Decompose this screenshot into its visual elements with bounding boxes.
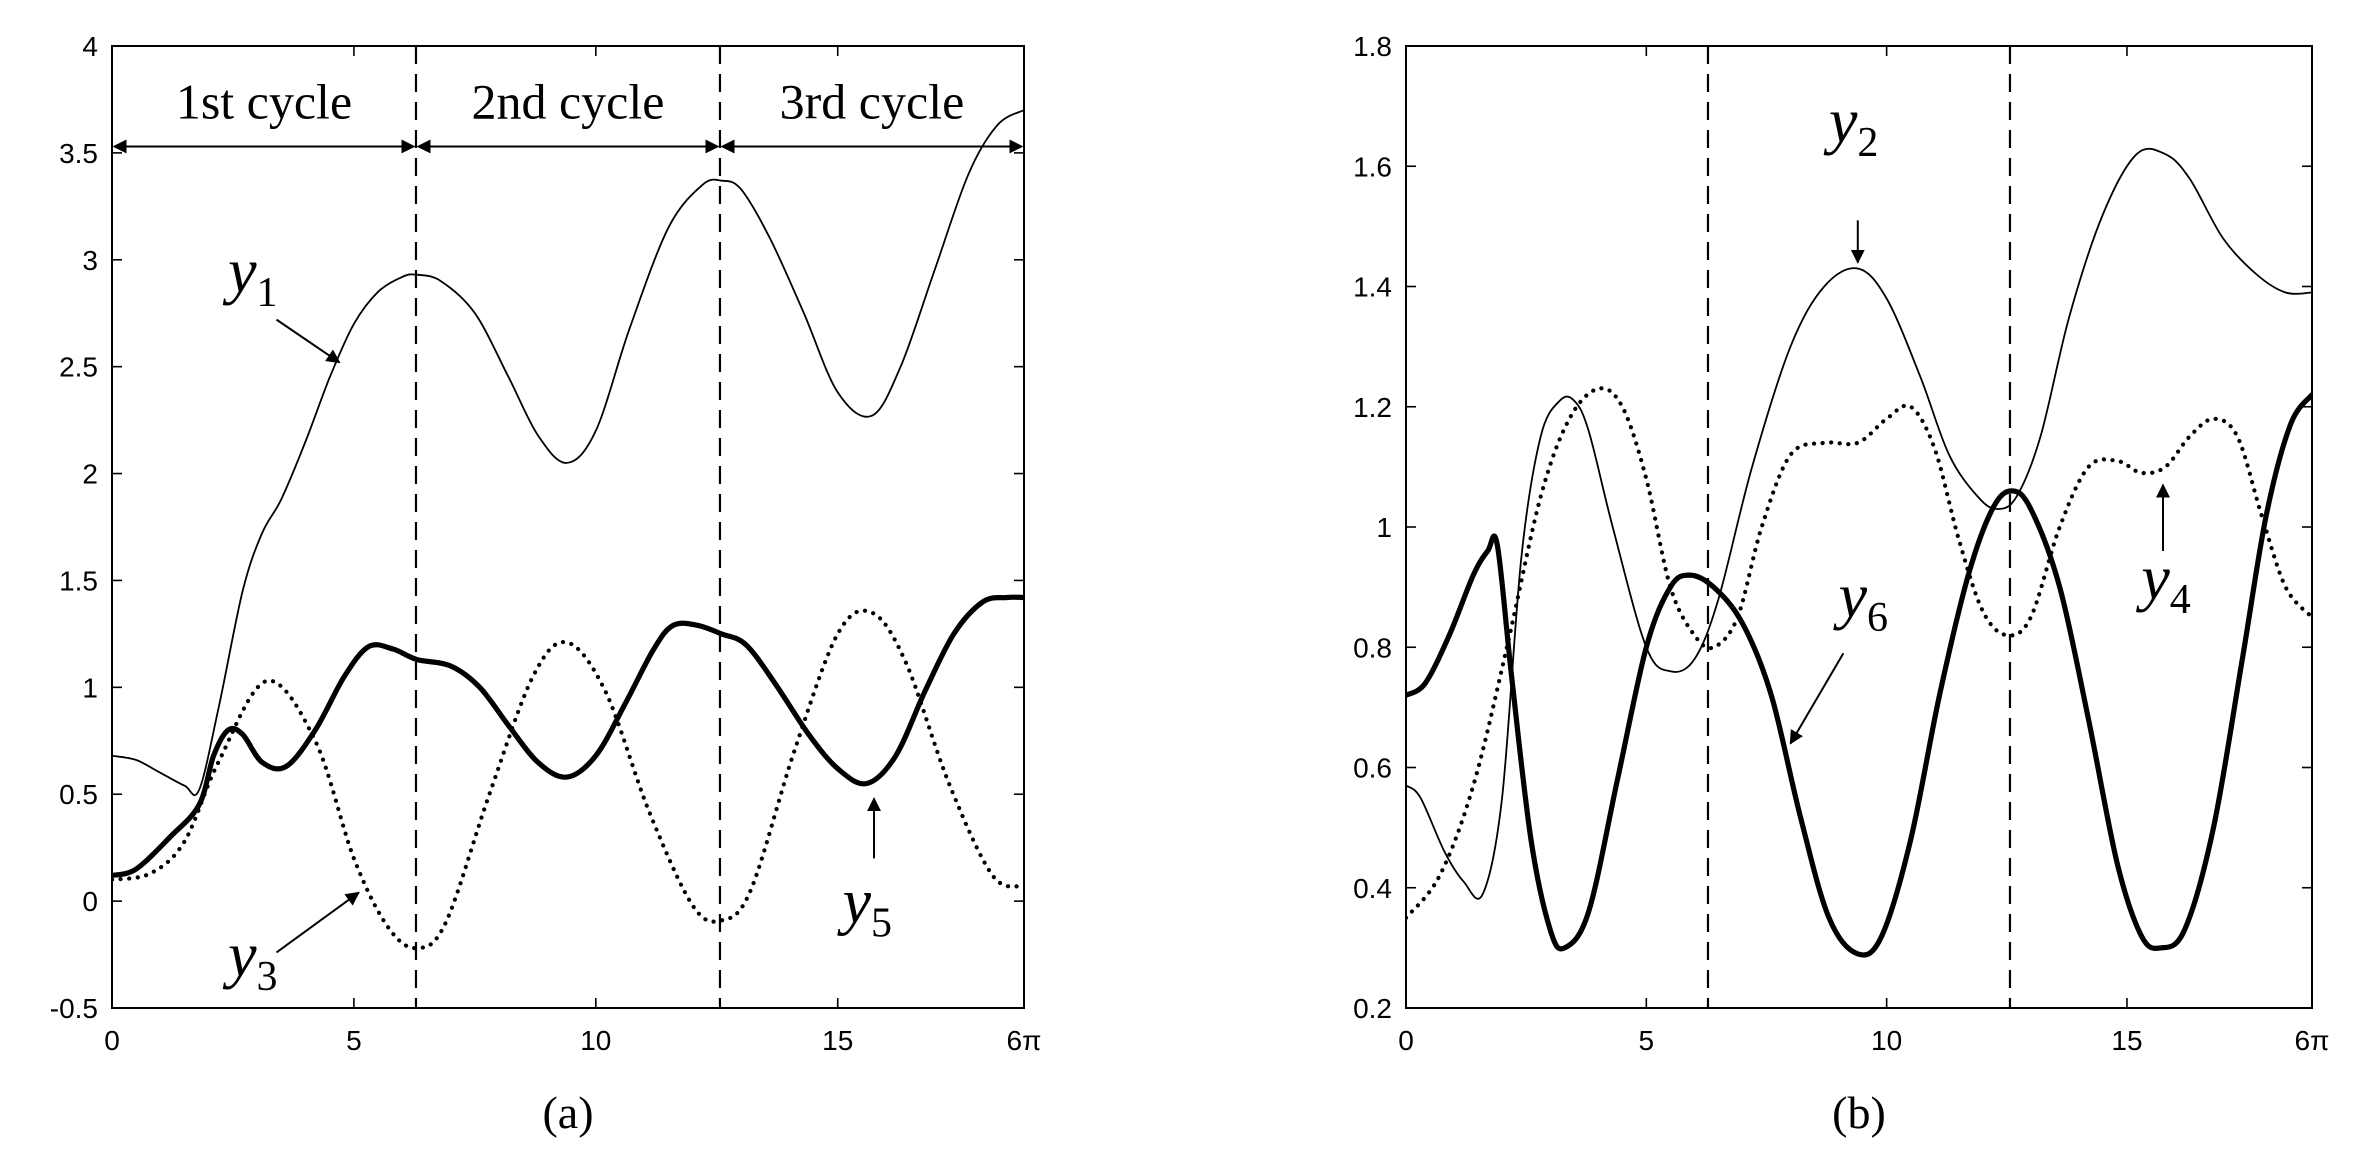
y-tick-label: 4: [82, 31, 98, 62]
x-tick-label: 15: [2111, 1025, 2142, 1056]
y-tick-label: 1: [82, 672, 98, 703]
x-tick-label: 0: [1398, 1025, 1414, 1056]
y-tick-label: 3: [82, 245, 98, 276]
x-tick-label: 5: [346, 1025, 362, 1056]
x-tick-label: 10: [1871, 1025, 1902, 1056]
x-tick-label: 10: [580, 1025, 611, 1056]
series-annotation-label: y4: [2135, 542, 2190, 623]
series-annotation-subscript: 4: [2170, 577, 2191, 623]
y-tick-label: 0: [82, 886, 98, 917]
series-annotation-label: y1: [222, 235, 277, 316]
annotation-arrow: [1789, 652, 1845, 745]
y-tick-label: 3.5: [59, 138, 98, 169]
cycle-label: 1st cycle: [176, 73, 352, 129]
annotation-arrow: [275, 318, 341, 364]
y-tick-label: 0.6: [1353, 753, 1392, 784]
panel-label: (a): [542, 1087, 593, 1138]
y-tick-label: 1.5: [59, 565, 98, 596]
y-tick-label: -0.5: [50, 993, 98, 1024]
cycle-label: 3rd cycle: [780, 73, 965, 129]
series-annotation-label: y5: [837, 865, 892, 946]
y-tick-label: 2: [82, 459, 98, 490]
series-annotation-subscript: 3: [257, 954, 278, 1000]
y-tick-label: 0.2: [1353, 993, 1392, 1024]
x-tick-label: 6π: [1007, 1025, 1042, 1056]
series-group: [112, 109, 1024, 951]
y-tick-label: 1.8: [1353, 31, 1392, 62]
series-line-y6: [1406, 392, 2312, 958]
series-annotation-subscript: 2: [1857, 120, 1878, 166]
series-annotation-subscript: 6: [1867, 595, 1888, 641]
series-annotation-subscript: 1: [257, 270, 278, 316]
series-annotation-label: y2: [1823, 85, 1878, 166]
y-tick-label: 1: [1376, 512, 1392, 543]
y-tick-label: 2.5: [59, 352, 98, 383]
series-line-y3: [112, 608, 1024, 951]
x-tick-label: 15: [822, 1025, 853, 1056]
y-tick-label: 0.4: [1353, 873, 1392, 904]
x-tick-label: 6π: [2295, 1025, 2330, 1056]
y-tick-label: 1.4: [1353, 272, 1392, 303]
y-tick-label: 1.6: [1353, 151, 1392, 182]
annotation-arrow: [275, 891, 360, 954]
series-line-y1: [112, 109, 1024, 796]
y-tick-label: 1.2: [1353, 392, 1392, 423]
series-line-y2: [1406, 147, 2312, 900]
series-line-y5: [112, 594, 1024, 879]
panel-label: (b): [1832, 1087, 1886, 1138]
series-annotation-label: y6: [1833, 560, 1888, 641]
x-tick-label: 0: [104, 1025, 120, 1056]
series-annotation-label: y3: [222, 919, 277, 1000]
panel-b: 0 5 10 15 6π 0.2 0.4 0.6 0.8 1 1.2 1.4 1.6 1.8 y2 y4 y6 (…: [1353, 31, 2329, 1138]
y-tick-label: 0.5: [59, 779, 98, 810]
series-line-y4: [1406, 386, 2312, 920]
y-tick-label: 0.8: [1353, 632, 1392, 663]
series-annotation-subscript: 5: [871, 900, 892, 946]
series-group: [1406, 147, 2312, 958]
axes-frame: [1405, 45, 2313, 1009]
cycle-label: 2nd cycle: [471, 73, 664, 129]
axes-frame: [111, 45, 1025, 1009]
x-tick-label: 5: [1639, 1025, 1655, 1056]
